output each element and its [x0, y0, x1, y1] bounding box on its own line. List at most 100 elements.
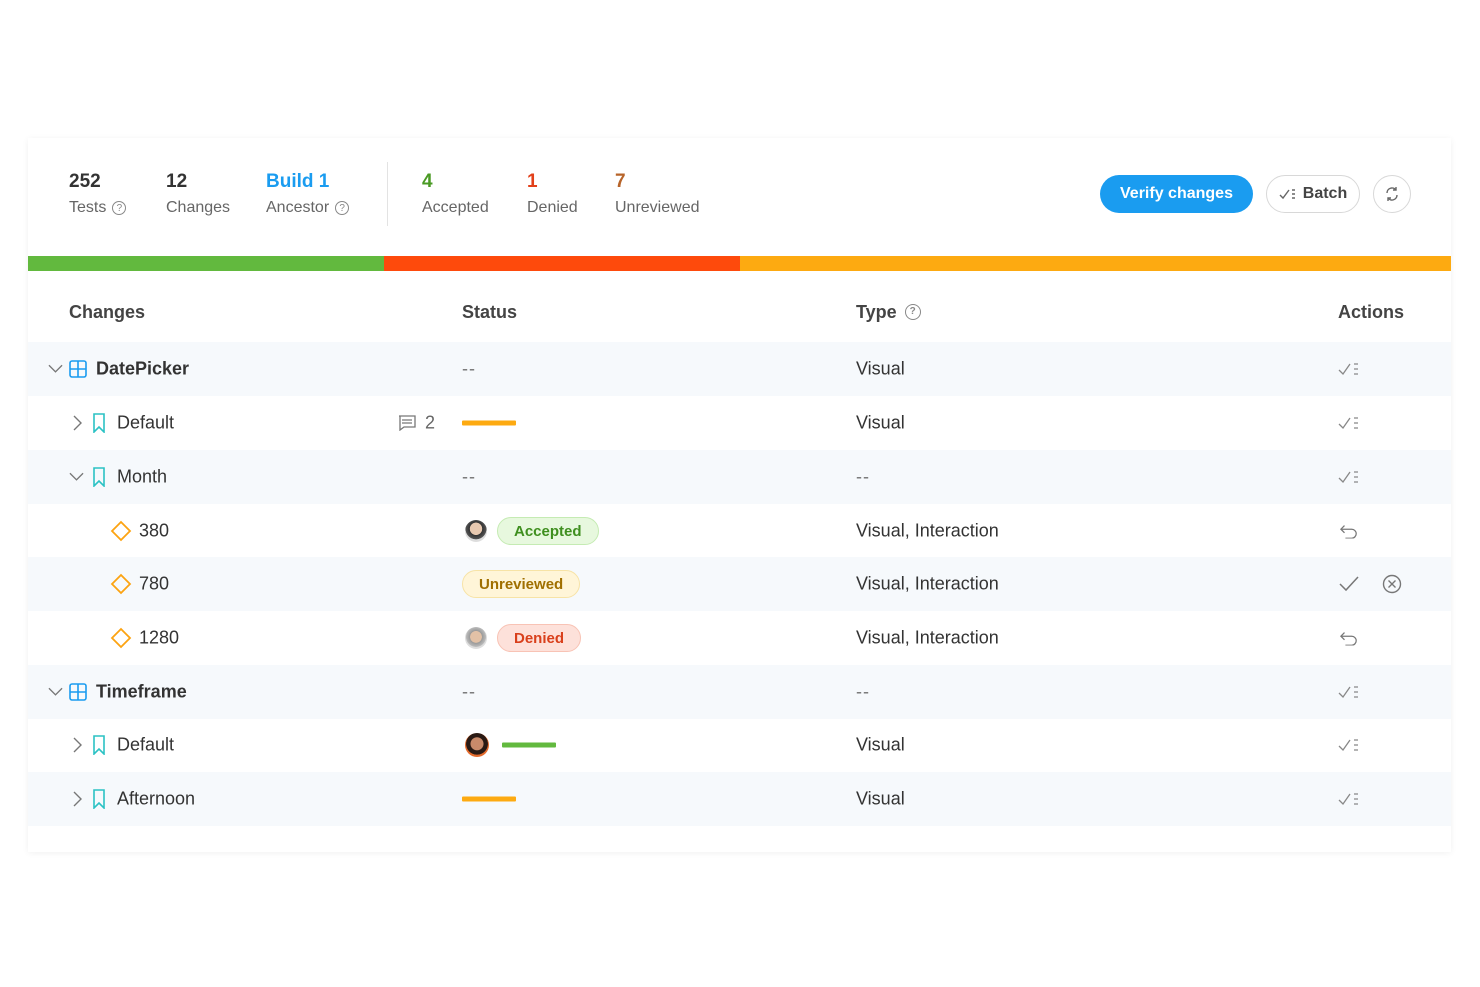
- collapse-icon[interactable]: [69, 472, 84, 482]
- column-header: Changes: [69, 302, 146, 322]
- status-badge: Unreviewed: [462, 570, 581, 598]
- story-name: Default: [117, 734, 175, 755]
- count-label: Denied: [527, 199, 578, 216]
- help-icon[interactable]: ?: [112, 201, 127, 215]
- component-name: DatePicker: [96, 358, 190, 379]
- batch-label: Batch: [1302, 185, 1348, 202]
- help-icon[interactable]: ?: [904, 304, 921, 320]
- column-header: Status: [462, 302, 518, 322]
- stat: 12 Changes: [166, 171, 230, 217]
- batch-action[interactable]: [1338, 737, 1360, 753]
- table-row[interactable]: Default 2 Visual: [28, 396, 1451, 450]
- build-link[interactable]: Build 1: [266, 171, 330, 192]
- expand-icon[interactable]: [73, 415, 83, 431]
- count-label: Accepted: [422, 199, 489, 216]
- story-icon: [92, 413, 106, 433]
- type: Visual: [856, 412, 905, 433]
- type: Visual, Interaction: [856, 573, 999, 594]
- table-row[interactable]: 1280 Denied Visual, Interaction: [28, 611, 1451, 665]
- status-badge: Accepted: [497, 517, 599, 545]
- batch-button[interactable]: Batch: [1266, 175, 1360, 213]
- progress-denied: [384, 256, 740, 271]
- stat-label: Changes: [166, 199, 231, 216]
- comment-icon: [399, 415, 416, 431]
- stat: 252 Tests?: [69, 171, 127, 217]
- viewport-icon: [110, 520, 132, 542]
- count-value: 4: [422, 171, 433, 192]
- batch-action[interactable]: [1338, 361, 1360, 377]
- status: --: [462, 358, 476, 379]
- deny-action[interactable]: [1382, 574, 1402, 594]
- undo-action[interactable]: [1340, 631, 1358, 646]
- status-bar: [462, 420, 516, 426]
- collapse-icon[interactable]: [48, 687, 63, 697]
- type: Visual: [856, 734, 905, 755]
- stat-label: Tests?: [69, 199, 127, 217]
- count: 7 Unreviewed: [615, 171, 699, 217]
- table-row[interactable]: DatePicker -- Visual: [28, 342, 1451, 396]
- table-row[interactable]: Afternoon Visual: [28, 772, 1451, 826]
- story-name: Afternoon: [117, 788, 196, 809]
- accept-action[interactable]: [1339, 576, 1359, 592]
- stat-label: Ancestor?: [266, 199, 350, 217]
- avatar: [465, 520, 487, 542]
- story-name: Default: [117, 412, 175, 433]
- count-label: Unreviewed: [615, 199, 700, 216]
- batch-icon: [1279, 189, 1295, 200]
- comment-count: 2: [425, 412, 436, 433]
- column-header: Actions: [1338, 302, 1405, 322]
- refresh-icon: [1386, 187, 1398, 201]
- status-badge: Denied: [497, 624, 582, 652]
- type: Visual, Interaction: [856, 520, 999, 541]
- viewport-icon: [110, 627, 132, 649]
- table-row[interactable]: 380 Accepted Visual, Interaction: [28, 504, 1451, 558]
- count: 4 Accepted: [422, 171, 489, 217]
- table-row[interactable]: 780 Unreviewed Visual, Interaction: [28, 557, 1451, 611]
- divider: [387, 162, 388, 226]
- component-name: Timeframe: [96, 681, 187, 702]
- column-header-text: Type: [856, 302, 897, 322]
- stat-value: 252: [69, 171, 101, 192]
- stat-label-text: Tests: [69, 199, 107, 216]
- help-icon[interactable]: ?: [335, 201, 350, 215]
- expand-icon[interactable]: [73, 737, 83, 753]
- progress-accepted: [28, 256, 384, 271]
- status-bar: [462, 796, 516, 802]
- story-icon: [92, 735, 106, 755]
- type: --: [856, 681, 870, 702]
- count-value: 7: [615, 171, 626, 192]
- status: --: [462, 466, 476, 487]
- story-icon: [92, 789, 106, 809]
- stat: Build 1 Ancestor?: [266, 171, 350, 217]
- batch-action[interactable]: [1338, 469, 1360, 485]
- type: --: [856, 466, 870, 487]
- status: --: [462, 681, 476, 702]
- component-icon: [69, 360, 87, 378]
- table-row[interactable]: Default Visual: [28, 718, 1451, 772]
- type: Visual: [856, 788, 905, 809]
- count-value: 1: [527, 171, 538, 192]
- story-icon: [92, 467, 106, 487]
- viewport-icon: [110, 573, 132, 595]
- refresh-button[interactable]: [1373, 175, 1411, 213]
- viewport-name: 380: [139, 520, 170, 541]
- status-bar: [502, 742, 556, 748]
- batch-action[interactable]: [1338, 415, 1360, 431]
- batch-action[interactable]: [1338, 791, 1360, 807]
- collapse-icon[interactable]: [48, 364, 63, 374]
- component-icon: [69, 683, 87, 701]
- stat-value: 12: [166, 171, 188, 192]
- table-row[interactable]: Timeframe -- --: [28, 665, 1451, 719]
- verify-button[interactable]: Verify changes: [1100, 175, 1253, 213]
- undo-action[interactable]: [1340, 524, 1358, 539]
- count: 1 Denied: [527, 171, 578, 217]
- batch-action[interactable]: [1338, 684, 1360, 700]
- type: Visual: [856, 358, 905, 379]
- type: Visual, Interaction: [856, 627, 999, 648]
- table-row[interactable]: Month -- --: [28, 450, 1451, 504]
- viewport-name: 1280: [139, 627, 180, 648]
- avatar: [465, 733, 489, 757]
- expand-icon[interactable]: [73, 791, 83, 807]
- avatar: [465, 627, 487, 649]
